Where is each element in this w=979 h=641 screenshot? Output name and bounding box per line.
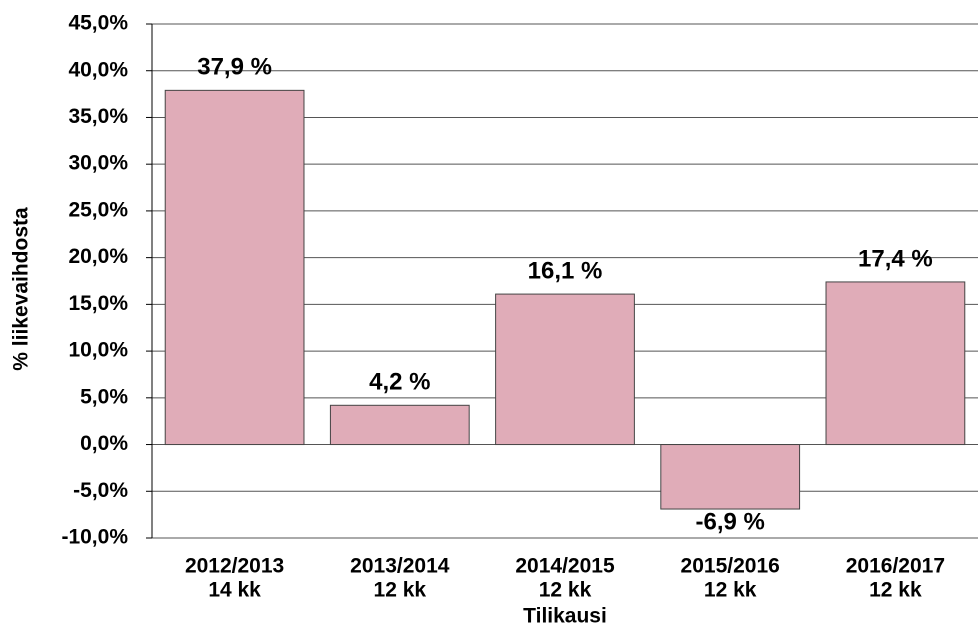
bar	[495, 293, 635, 446]
x-tick-label: 12 kk	[869, 579, 922, 602]
bar	[660, 444, 801, 510]
x-tick-label: 2012/2013	[185, 555, 284, 578]
y-tick-label: 45,0%	[68, 12, 128, 35]
y-tick-label: 35,0%	[68, 105, 128, 128]
value-label: 4,2 %	[369, 369, 430, 396]
y-tick-label: 20,0%	[68, 245, 128, 268]
x-tick-label: 2016/2017	[846, 555, 945, 578]
y-tick-label: -5,0%	[73, 479, 128, 502]
x-tick-label: 14 kk	[208, 579, 261, 602]
x-axis-title: Tilikausi	[523, 605, 607, 628]
bar	[164, 89, 305, 446]
x-tick-label: 12 kk	[704, 579, 757, 602]
y-tick-label: 40,0%	[68, 58, 128, 81]
x-tick-label: 2015/2016	[681, 555, 780, 578]
bar	[825, 281, 966, 446]
y-tick-label: -10,0%	[61, 526, 128, 549]
x-tick-label: 12 kk	[539, 579, 592, 602]
y-axis-title: % liikevaihdosta	[10, 207, 33, 371]
y-tick-label: 30,0%	[68, 152, 128, 175]
y-tick-label: 10,0%	[68, 339, 128, 362]
y-tick-label: 0,0%	[80, 432, 128, 455]
bar	[329, 404, 470, 446]
value-label: 17,4 %	[858, 245, 933, 272]
x-tick-label: 2014/2015	[515, 555, 615, 578]
y-tick-label: 25,0%	[68, 198, 128, 221]
y-tick-label: 15,0%	[68, 292, 128, 315]
x-tick-label: 12 kk	[374, 579, 427, 602]
value-label: 16,1 %	[528, 257, 603, 284]
value-label: -6,9 %	[696, 508, 765, 535]
value-label: 37,9 %	[197, 54, 272, 81]
y-tick-label: 5,0%	[80, 385, 128, 408]
x-tick-label: 2013/2014	[350, 555, 450, 578]
